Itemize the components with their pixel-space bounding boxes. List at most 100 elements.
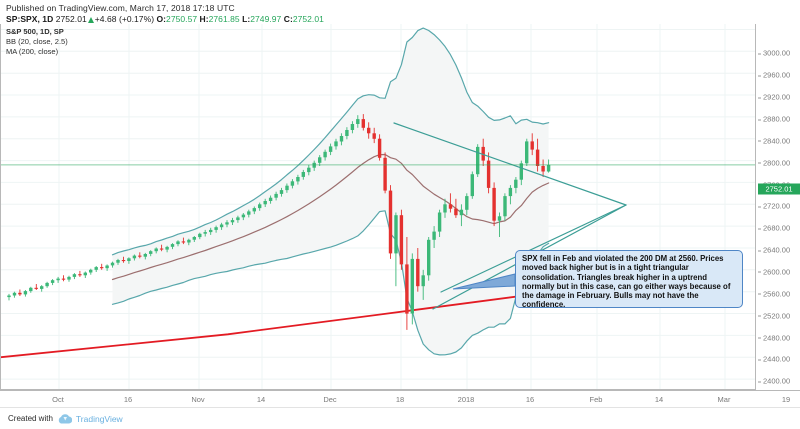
candle-body bbox=[34, 287, 38, 289]
candle-body bbox=[361, 119, 365, 128]
candle-body bbox=[285, 185, 289, 191]
candle-body bbox=[67, 276, 71, 280]
candle-body bbox=[45, 282, 49, 287]
published-line: Published on TradingView.com, March 17, … bbox=[6, 3, 235, 13]
plot-area[interactable]: S&P 500, 1D, SP BB (20, close, 2.5) MA (… bbox=[0, 24, 756, 390]
price-tick: 2960.00 bbox=[757, 70, 791, 80]
candle-body bbox=[383, 157, 387, 191]
candle-body bbox=[230, 220, 235, 223]
candle-body bbox=[225, 222, 229, 225]
last-price: 2752.01 bbox=[55, 14, 87, 24]
open-value: 2750.57 bbox=[166, 14, 198, 24]
candle-body bbox=[296, 177, 300, 182]
candle-body bbox=[258, 204, 262, 209]
price-tick: 2720.00 bbox=[757, 201, 791, 211]
time-tick: 16 bbox=[525, 395, 535, 404]
candle-body bbox=[279, 190, 284, 194]
cloud-icon bbox=[58, 414, 72, 424]
candle-body bbox=[323, 151, 327, 158]
candle-body bbox=[492, 187, 496, 221]
ohlc-quote-line: SP:SPX, 1D 2752.01 +4.68 (+0.17%) O:2750.… bbox=[6, 14, 324, 24]
candle-body bbox=[465, 196, 469, 210]
time-tick: 14 bbox=[256, 395, 266, 404]
open-label: O: bbox=[156, 14, 167, 24]
time-tick: 18 bbox=[395, 395, 405, 404]
candle-body bbox=[345, 130, 349, 136]
candle-body bbox=[503, 196, 507, 217]
candle-body bbox=[318, 157, 322, 163]
symbol-label[interactable]: SP:SPX, 1D bbox=[6, 14, 54, 24]
candle-body bbox=[263, 201, 267, 205]
candle-body bbox=[12, 292, 17, 296]
up-triangle-icon bbox=[87, 17, 94, 23]
candle-body bbox=[209, 229, 213, 233]
candle-body bbox=[437, 212, 442, 232]
candle-body bbox=[149, 251, 153, 254]
candle-body bbox=[356, 119, 360, 124]
price-tick: 2480.00 bbox=[757, 333, 791, 343]
price-tick: 2800.00 bbox=[757, 158, 791, 168]
candle-body bbox=[29, 287, 33, 292]
current-price-tag[interactable]: 2752.01 bbox=[758, 183, 800, 195]
price-tick: 2880.00 bbox=[757, 114, 791, 124]
candle-body bbox=[405, 264, 409, 314]
candle-body bbox=[138, 255, 142, 257]
time-tick: Nov bbox=[191, 395, 205, 404]
candle-body bbox=[334, 141, 338, 147]
candle-body bbox=[514, 179, 518, 188]
tradingview-brand: TradingView bbox=[75, 413, 123, 424]
candle-body bbox=[170, 244, 175, 247]
time-axis[interactable]: Oct 16 Nov 14 Dec 18 2018 16 Feb 14 Mar 19 bbox=[0, 390, 800, 407]
price-axis[interactable]: 3000.00 2960.00 2920.00 2880.00 2840.00 2800.… bbox=[757, 48, 800, 414]
candle-body bbox=[176, 241, 180, 245]
time-tick: Feb bbox=[589, 395, 603, 404]
candle-body bbox=[372, 133, 376, 139]
bollinger-bands bbox=[111, 27, 550, 356]
created-with-label: Created with bbox=[8, 414, 53, 423]
candle-body bbox=[410, 258, 414, 314]
low-label: L: bbox=[242, 14, 251, 24]
candle-body bbox=[530, 141, 534, 150]
candle-body bbox=[247, 211, 251, 215]
candle-body bbox=[546, 164, 551, 172]
candle-body bbox=[72, 274, 77, 277]
candle-body bbox=[416, 258, 420, 287]
candle-body bbox=[127, 258, 131, 261]
price-tick: 2440.00 bbox=[757, 354, 791, 364]
close-label: C: bbox=[283, 14, 293, 24]
candle-body bbox=[328, 146, 333, 152]
plot-svg bbox=[1, 24, 755, 389]
close-value: 2752.01 bbox=[292, 14, 324, 24]
annotation-callout[interactable]: SPX fell in Feb and violated the 200 DM … bbox=[515, 250, 743, 309]
candle-body bbox=[290, 181, 295, 186]
candle-body bbox=[187, 239, 191, 243]
candle-body bbox=[143, 254, 147, 257]
candle-body bbox=[535, 149, 540, 166]
candle-body bbox=[23, 291, 28, 295]
price-tick: 2600.00 bbox=[757, 267, 791, 277]
candle-body bbox=[83, 272, 87, 276]
price-tick: 2840.00 bbox=[757, 136, 791, 146]
time-tick: 2018 bbox=[457, 395, 475, 404]
candle-body bbox=[219, 224, 224, 228]
time-tick: Oct bbox=[52, 395, 64, 404]
candle-body bbox=[40, 286, 44, 289]
candle-body bbox=[274, 193, 278, 198]
high-value: 2761.85 bbox=[208, 14, 240, 24]
price-change: +4.68 (+0.17%) bbox=[94, 14, 155, 24]
candle-body bbox=[61, 278, 66, 280]
candle-body bbox=[541, 166, 545, 172]
candle-body bbox=[181, 241, 186, 243]
candle-body bbox=[525, 141, 529, 164]
chart-frame: S&P 500, 1D, SP BB (20, close, 2.5) MA (… bbox=[0, 24, 800, 414]
candle-body bbox=[448, 204, 453, 209]
candle-body bbox=[56, 278, 60, 281]
price-tick: 2400.00 bbox=[757, 376, 791, 386]
candle-body bbox=[154, 248, 158, 252]
time-tick: Mar bbox=[717, 395, 731, 404]
candle-body bbox=[268, 197, 273, 201]
candle-body bbox=[350, 124, 355, 130]
candle-body bbox=[519, 163, 523, 180]
candlestick-series bbox=[7, 114, 551, 330]
